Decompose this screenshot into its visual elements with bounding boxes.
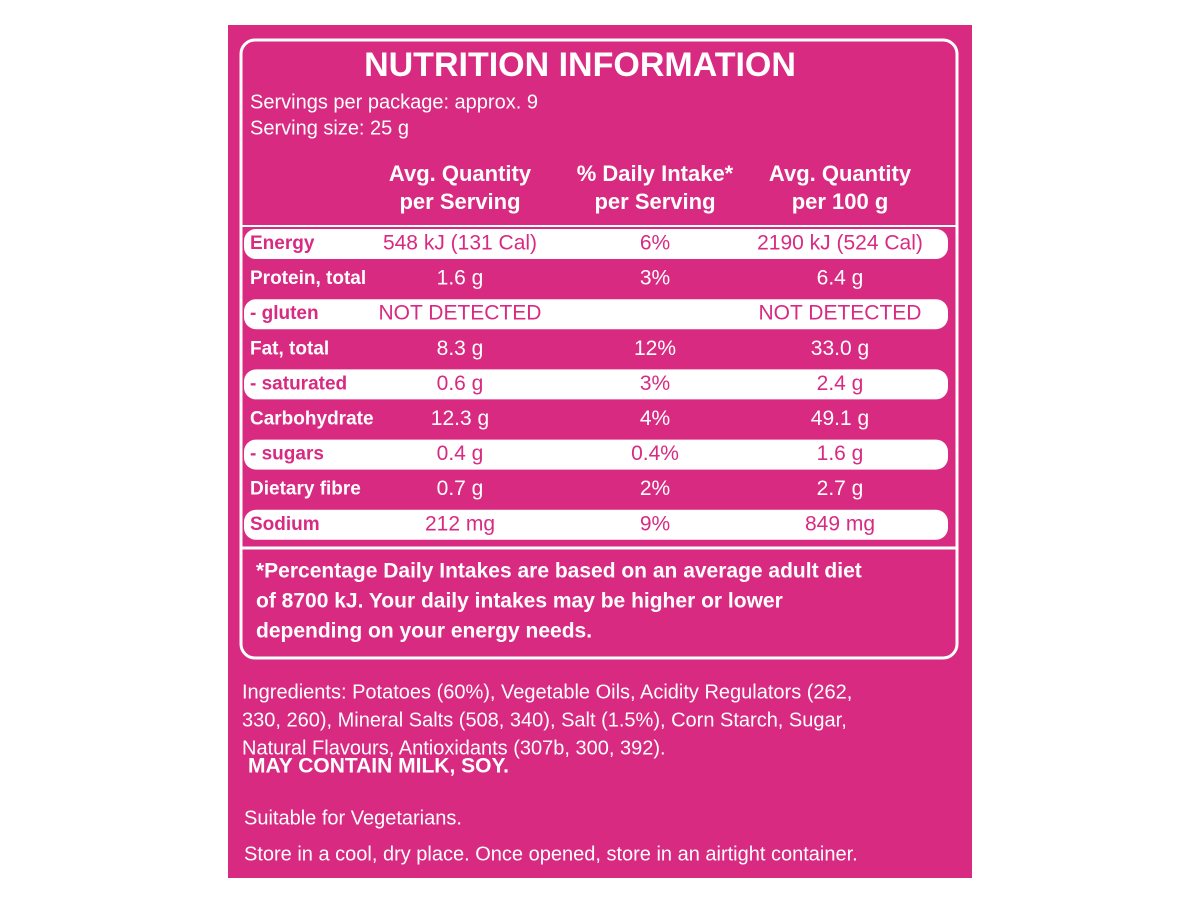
cell: 4% bbox=[640, 407, 670, 430]
cell: 2% bbox=[640, 477, 670, 500]
cell: 2190 kJ (524 Cal) bbox=[757, 232, 923, 255]
row-band bbox=[244, 299, 948, 330]
storage: Store in a cool, dry place. Once opened,… bbox=[244, 843, 858, 865]
nutrient-name: Sodium bbox=[250, 514, 320, 535]
cell: 0.6 g bbox=[437, 372, 484, 395]
cell: 3% bbox=[640, 372, 670, 395]
servings: Servings per package: approx. 9 bbox=[250, 91, 538, 113]
nutrition-box bbox=[239, 38, 959, 660]
cell: 548 kJ (131 Cal) bbox=[383, 232, 537, 255]
column-header: per 100 g bbox=[792, 189, 889, 214]
cell: 1.6 g bbox=[817, 442, 864, 465]
title: NUTRITION INFORMATION bbox=[364, 46, 796, 84]
cell: 849 mg bbox=[805, 512, 875, 535]
ingredients: Natural Flavours, Antioxidants (307b, 30… bbox=[242, 737, 666, 759]
row-band bbox=[244, 439, 948, 470]
cell: 212 mg bbox=[425, 512, 495, 535]
nutrient-name: Fat, total bbox=[250, 338, 329, 359]
footnote: of 8700 kJ. Your daily intakes may be hi… bbox=[256, 590, 783, 613]
row-band bbox=[244, 229, 948, 259]
cell: 2.7 g bbox=[817, 477, 864, 500]
cell: 8.3 g bbox=[437, 337, 484, 360]
ingredients: Ingredients: Potatoes (60%), Vegetable O… bbox=[242, 681, 852, 703]
nutrient-name: Protein, total bbox=[250, 268, 366, 289]
cell: 49.1 g bbox=[811, 407, 869, 430]
footnote: depending on your energy needs. bbox=[256, 620, 592, 643]
column-header: Avg. Quantity bbox=[389, 161, 532, 186]
cell: 12% bbox=[634, 337, 676, 360]
column-header: Avg. Quantity bbox=[769, 161, 912, 186]
cell: 1.6 g bbox=[437, 267, 484, 290]
column-header: % Daily Intake* bbox=[577, 161, 734, 186]
cell: 3% bbox=[640, 267, 670, 290]
column-header: per Serving bbox=[594, 189, 715, 214]
cell: 0.4% bbox=[631, 442, 679, 465]
serving-size: Serving size: 25 g bbox=[250, 117, 409, 139]
nutrient-name: - gluten bbox=[250, 303, 319, 324]
footnote: *Percentage Daily Intakes are based on a… bbox=[256, 560, 862, 583]
row-band bbox=[244, 509, 948, 540]
cell: NOT DETECTED bbox=[759, 302, 922, 325]
cell: 6% bbox=[640, 232, 670, 255]
suitable: Suitable for Vegetarians. bbox=[244, 807, 462, 829]
nutrient-name: Energy bbox=[250, 233, 315, 254]
cell: 0.4 g bbox=[437, 442, 484, 465]
cell: 9% bbox=[640, 512, 670, 535]
ingredients: 330, 260), Mineral Salts (508, 340), Sal… bbox=[242, 709, 847, 731]
column-header: per Serving bbox=[399, 189, 520, 214]
nutrient-name: - sugars bbox=[250, 444, 324, 465]
nutrient-name: Dietary fibre bbox=[250, 479, 361, 500]
nutrient-name: - saturated bbox=[250, 373, 347, 394]
cell: 12.3 g bbox=[431, 407, 489, 430]
cell: 33.0 g bbox=[811, 337, 869, 360]
allergens: MAY CONTAIN MILK, SOY. bbox=[248, 755, 509, 778]
row-band bbox=[244, 369, 948, 400]
cell: 6.4 g bbox=[817, 267, 864, 290]
cell: 2.4 g bbox=[817, 372, 864, 395]
nutrient-name: Carbohydrate bbox=[250, 409, 374, 430]
cell: 0.7 g bbox=[437, 477, 484, 500]
cell: NOT DETECTED bbox=[379, 302, 542, 325]
